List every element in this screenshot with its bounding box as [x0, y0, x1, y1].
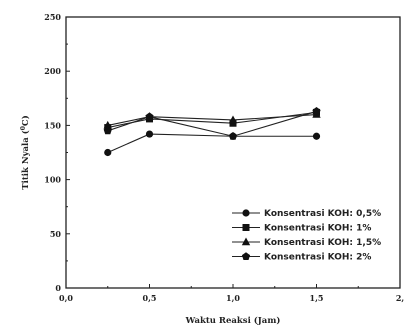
- legend: Konsentrasi KOH: 0,5% Konsentrasi KOH: 1%…: [232, 209, 381, 263]
- y-axis-label-superscript: 0: [20, 126, 27, 130]
- legend-label: Konsentrasi KOH: 2%: [264, 253, 371, 263]
- y-axis-label: Titik Nyala (0C): [20, 115, 32, 189]
- legend-item: Konsentrasi KOH: 2%: [232, 252, 371, 263]
- data-point: [228, 115, 238, 124]
- data-point: [103, 120, 112, 129]
- y-tick-label: 200: [44, 66, 61, 76]
- legend-label: Konsentrasi KOH: 1,5%: [264, 238, 381, 248]
- data-point: [312, 107, 321, 115]
- y-tick-label: 100: [44, 175, 61, 185]
- series-4: [103, 107, 321, 140]
- data-point: [104, 148, 112, 157]
- x-tick-label: 1,0: [226, 293, 240, 303]
- x-tick-label: 0,0: [59, 293, 73, 303]
- y-tick-label: 150: [44, 120, 61, 130]
- y-axis-label-end: C): [20, 115, 31, 126]
- data-point: [145, 130, 154, 138]
- x-tick-label: 0,5: [143, 293, 157, 303]
- x-tick-label: 1,5: [310, 293, 324, 303]
- series-line: [107, 110, 317, 137]
- y-tick-label: 250: [44, 12, 61, 22]
- y-tick-label: 0: [55, 283, 61, 293]
- data-point: [145, 112, 154, 121]
- data-point: [312, 132, 321, 140]
- data-point: [229, 119, 237, 127]
- legend-item: Konsentrasi KOH: 1,5%: [232, 237, 381, 248]
- legend-marker: [241, 252, 251, 260]
- legend-marker: [241, 237, 251, 246]
- y-axis-label-main: Titik Nyala (: [20, 130, 31, 190]
- x-tick-label: 2,: [396, 293, 404, 303]
- y-tick-label: 50: [50, 229, 62, 239]
- legend-marker: [242, 224, 250, 231]
- plot-area: 0 50 100 150 200 250 0,0 0,5 1,0 1,5 2,: [44, 12, 404, 303]
- legend-label: Konsentrasi KOH: 1%: [264, 224, 371, 234]
- data-point: [228, 131, 238, 140]
- legend-item: Konsentrasi KOH: 0,5%: [232, 209, 381, 219]
- x-axis-label: Waktu Reaksi (Jam): [185, 315, 281, 326]
- data-point: [103, 126, 112, 135]
- legend-label: Konsentrasi KOH: 0,5%: [264, 209, 381, 219]
- legend-marker: [242, 209, 250, 217]
- series-line: [107, 114, 317, 126]
- series-line: [107, 133, 317, 154]
- legend-item: Konsentrasi KOH: 1%: [232, 224, 371, 234]
- series-1: [104, 130, 321, 157]
